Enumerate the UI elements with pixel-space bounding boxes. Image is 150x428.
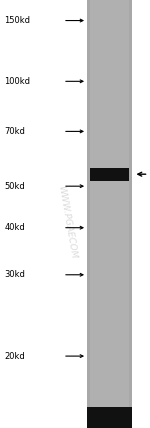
- Bar: [90, 0, 129, 428]
- Text: 70kd: 70kd: [4, 127, 25, 136]
- Bar: [87, 0, 132, 428]
- Bar: [90, 168, 129, 181]
- Text: 150kd: 150kd: [4, 16, 30, 25]
- Bar: [87, 407, 132, 428]
- Text: WWW.PGAECOM: WWW.PGAECOM: [57, 185, 78, 260]
- Text: 20kd: 20kd: [4, 351, 25, 361]
- Text: 100kd: 100kd: [4, 77, 30, 86]
- Text: 30kd: 30kd: [4, 270, 25, 279]
- Text: 50kd: 50kd: [4, 181, 25, 191]
- Text: 40kd: 40kd: [4, 223, 25, 232]
